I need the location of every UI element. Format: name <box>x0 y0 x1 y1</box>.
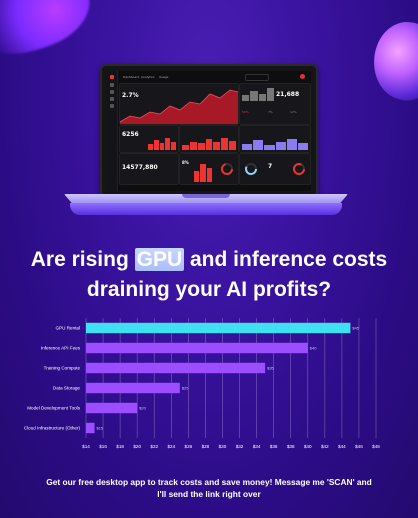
headline-highlight: GPU <box>134 248 185 271</box>
headline: Are rising GPU and inference costs drain… <box>0 245 418 305</box>
cost-bar-chart: $14 $16 $18 $20 $22 $24 $26 $28 $30 $32 $34 $36 $38 $… <box>0 310 418 460</box>
dashboard-stat: 6256 <box>122 131 139 138</box>
dashboard-card <box>179 125 239 153</box>
chart-bar <box>86 382 180 394</box>
chart-x-tick-label: $26 <box>185 444 193 449</box>
sidebar-list-icon <box>110 97 114 101</box>
chart-x-tick-label: $34 <box>253 444 261 449</box>
chart-x-tick-label: $38 <box>287 444 295 449</box>
sidebar-logo-icon <box>110 75 114 79</box>
dashboard-tab: Usage <box>159 75 169 79</box>
chart-value-label: $25 <box>182 385 189 390</box>
chart-category-label: GPU Rental <box>55 326 80 331</box>
headline-pre: Are rising <box>30 248 135 271</box>
dashboard-pct: 50% <box>242 110 249 114</box>
dashboard-stat: 2.7% <box>122 92 139 99</box>
chart-bar <box>86 422 95 434</box>
chart-bar <box>86 362 266 374</box>
chart-category-label: Cloud Infrastructure (Other) <box>24 426 81 431</box>
laptop-illustration: Dashboard Analytics Usage 2.7% 21,688 <box>64 64 348 234</box>
chart-x-tick-label: $22 <box>150 444 158 449</box>
chart-x-tick-label: $42 <box>321 444 329 449</box>
chart-x-tick-label: $30 <box>219 444 227 449</box>
dashboard-mini-bars <box>148 138 176 150</box>
dashboard-donut <box>293 163 305 175</box>
chart-x-tick-label: $40 <box>304 444 312 449</box>
dashboard-pct: 12% <box>290 110 297 114</box>
chart-bar <box>86 402 138 414</box>
dashboard-tab: Analytics <box>141 75 155 79</box>
dashboard-area-chart-card: 2.7% <box>119 83 239 125</box>
chart-bar <box>86 342 308 354</box>
dashboard-pct: 7% <box>268 110 273 114</box>
chart-x-tick-label: $32 <box>236 444 244 449</box>
dashboard-stats-card: 21,688 50% 7% 12% <box>239 83 311 125</box>
dashboard-card: 8% <box>179 153 239 185</box>
footer-cta: Get our free desktop app to track costs … <box>0 476 418 500</box>
dashboard-card: 6256 <box>119 125 179 153</box>
dashboard-avatar <box>300 74 305 79</box>
chart-value-label: $20 <box>139 405 146 410</box>
headline-line-1: Are rising GPU and inference costs <box>0 245 418 275</box>
chart-value-label: $45 <box>352 325 359 330</box>
dashboard-mini-bars <box>182 138 237 150</box>
chart-x-tick-label: $48 <box>372 444 380 449</box>
dashboard-tab: Dashboard <box>123 75 140 79</box>
headline-post: and inference costs <box>184 248 388 271</box>
dashboard-stat: 14577,880 <box>122 164 158 171</box>
chart-category-label: Inference API Fees <box>41 346 81 351</box>
chart-x-tick-label: $44 <box>338 444 346 449</box>
headline-line-2: draining your AI profits? <box>86 278 332 301</box>
dashboard-sidebar <box>107 71 118 191</box>
dashboard-mini-bars <box>242 138 309 150</box>
sidebar-home-icon <box>110 83 114 87</box>
dashboard-stat: 8% <box>182 160 189 165</box>
dashboard-search <box>245 74 269 81</box>
chart-value-label: $35 <box>267 365 274 370</box>
chart-x-tick-label: $36 <box>270 444 278 449</box>
footer-line-2: I'll send the link right over <box>157 489 261 499</box>
dashboard-card: 7 <box>239 153 311 185</box>
chart-x-tick-label: $16 <box>99 444 107 449</box>
chart-category-label: Model Development Tools <box>27 406 80 411</box>
dashboard-mini-bars <box>242 87 274 101</box>
chart-value-label: $15 <box>97 425 104 430</box>
chart-x-tick-label: $24 <box>167 444 175 449</box>
dashboard-topbar: Dashboard Analytics Usage <box>119 73 309 81</box>
laptop-base <box>64 194 348 216</box>
chart-x-tick-label: $46 <box>355 444 363 449</box>
sidebar-settings-icon <box>110 104 114 108</box>
chart-bar <box>86 322 351 334</box>
chart-x-tick-label: $20 <box>133 444 141 449</box>
dashboard-screen: Dashboard Analytics Usage 2.7% 21,688 <box>107 71 311 191</box>
decorative-blob-top-right <box>367 17 418 105</box>
dashboard-card: 14577,880 <box>119 153 179 185</box>
chart-category-label: Data Storage <box>53 386 81 391</box>
chart-svg: $14 $16 $18 $20 $22 $24 $26 $28 $30 $32 $34 $36 $38 $… <box>24 318 380 449</box>
dashboard-stat: 7 <box>268 163 273 170</box>
chart-value-label: $40 <box>310 345 317 350</box>
chart-x-tick-label: $18 <box>116 444 124 449</box>
footer-line-1: Get our free desktop app to track costs … <box>46 477 372 487</box>
laptop-screen-bezel: Dashboard Analytics Usage 2.7% 21,688 <box>100 64 318 198</box>
dashboard-donut <box>245 163 257 175</box>
dashboard-donut <box>221 163 233 175</box>
dashboard-area-chart <box>120 89 238 124</box>
decorative-blob-top-left <box>0 0 100 67</box>
chart-x-tick-label: $14 <box>82 444 90 449</box>
chart-category-label: Training Compute <box>44 366 81 371</box>
dashboard-card <box>239 125 311 153</box>
chart-x-tick-label: $28 <box>202 444 210 449</box>
dashboard-mini-bars <box>194 164 212 182</box>
dashboard-stat: 21,688 <box>276 91 300 98</box>
sidebar-chart-icon <box>110 90 114 94</box>
